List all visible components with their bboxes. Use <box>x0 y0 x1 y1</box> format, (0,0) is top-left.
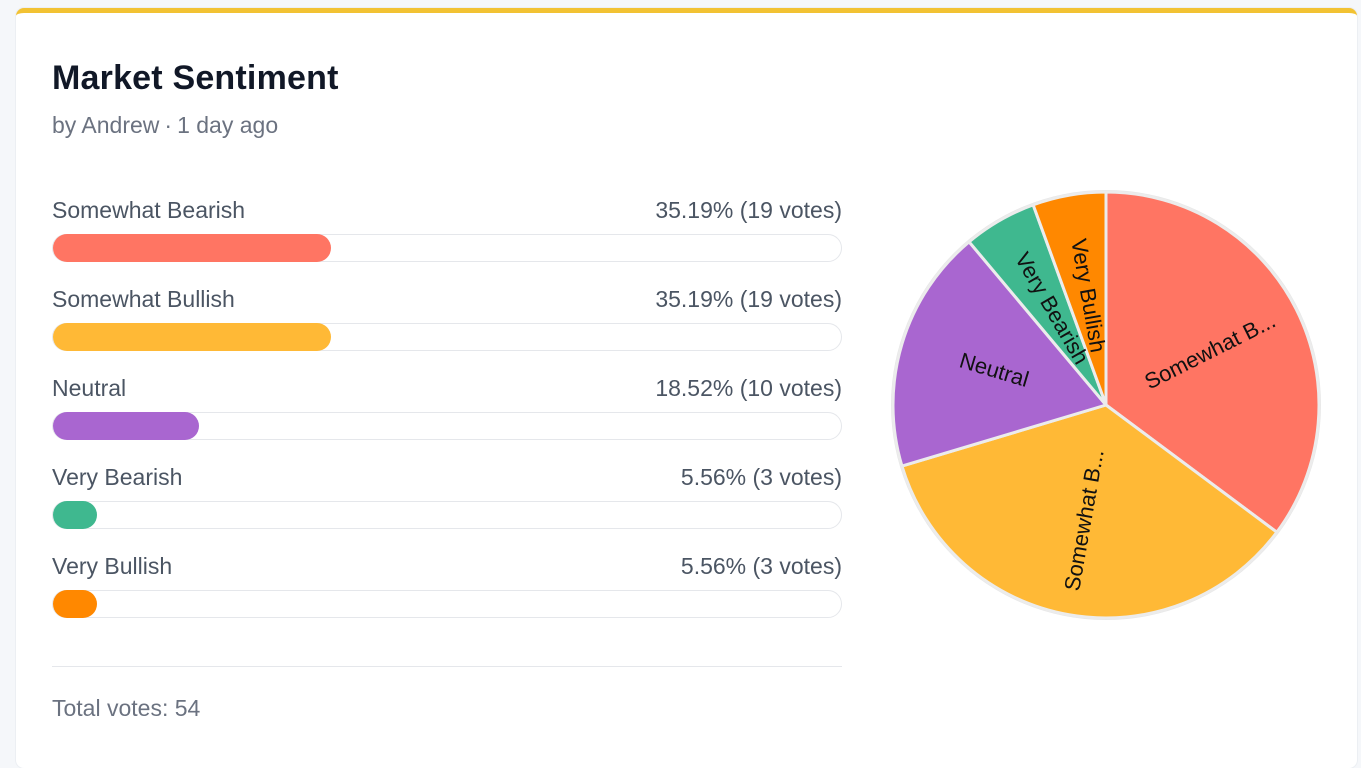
progress-track <box>52 323 842 351</box>
progress-track <box>52 501 842 529</box>
progress-fill <box>53 501 97 529</box>
progress-fill <box>53 412 199 440</box>
option-label: Somewhat Bearish <box>52 197 246 223</box>
option-stat: 35.19% (19 votes) <box>655 197 842 223</box>
poll-option-neutral: Neutral 18.52% (10 votes) <box>52 373 842 462</box>
poll-option-somewhat-bearish: Somewhat Bearish 35.19% (19 votes) <box>52 195 842 284</box>
progress-track <box>52 412 842 440</box>
poll-card: Market Sentiment by Andrew · 1 day ago Som… <box>16 8 1357 768</box>
progress-fill <box>53 323 331 351</box>
option-label: Very Bearish <box>52 464 183 490</box>
progress-fill <box>53 234 331 262</box>
poll-option-very-bullish: Very Bullish 5.56% (3 votes) <box>52 551 842 640</box>
progress-fill <box>53 590 97 618</box>
meta-separator: · <box>164 112 173 138</box>
progress-track <box>52 590 842 618</box>
total-votes: Total votes: 54 <box>52 695 201 721</box>
poll-title: Market Sentiment <box>52 59 339 97</box>
pie-slices <box>891 190 1321 620</box>
divider <box>52 666 842 667</box>
pie-slice-somewhat-bearish[interactable] <box>1104 190 1321 534</box>
poll-author: by Andrew <box>52 112 160 138</box>
option-stat: 5.56% (3 votes) <box>680 553 842 579</box>
poll-options: Somewhat Bearish 35.19% (19 votes) Somew… <box>52 195 842 640</box>
poll-meta: by Andrew · 1 day ago <box>52 110 278 140</box>
poll-option-somewhat-bullish: Somewhat Bullish 35.19% (19 votes) <box>52 284 842 373</box>
pie-slice-somewhat-bullish[interactable] <box>900 403 1279 620</box>
option-stat: 5.56% (3 votes) <box>680 464 842 490</box>
option-label: Very Bullish <box>52 553 173 579</box>
pie-slice-neutral[interactable] <box>891 240 1108 468</box>
poll-option-very-bearish: Very Bearish 5.56% (3 votes) <box>52 462 842 551</box>
option-label: Neutral <box>52 375 127 401</box>
option-stat: 18.52% (10 votes) <box>655 375 842 401</box>
progress-track <box>52 234 842 262</box>
poll-time: 1 day ago <box>177 112 279 138</box>
option-stat: 35.19% (19 votes) <box>655 286 842 312</box>
option-label: Somewhat Bullish <box>52 286 235 312</box>
pie-slice-very-bullish[interactable] <box>1031 190 1108 407</box>
